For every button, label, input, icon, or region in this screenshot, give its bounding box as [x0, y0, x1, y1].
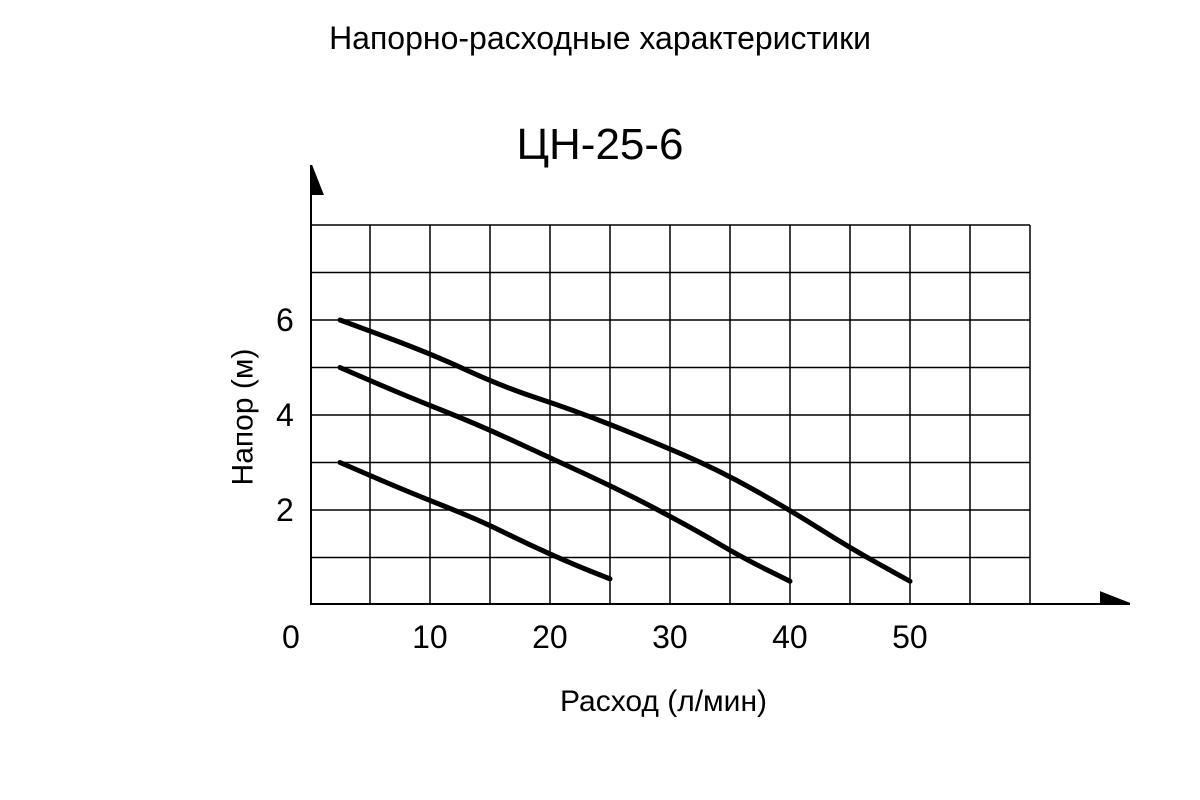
- x-tick-40: 40: [772, 619, 808, 656]
- chart-subtitle: ЦН-25-6: [0, 120, 1200, 170]
- y-tick-2: 2: [276, 492, 294, 529]
- y-axis-label: Напор (м): [226, 349, 260, 486]
- chart-container: Напорно-расходные характеристики ЦН-25-6…: [0, 0, 1200, 800]
- x-tick-50: 50: [892, 619, 928, 656]
- x-tick-0: 0: [282, 619, 300, 656]
- y-tick-6: 6: [276, 302, 294, 339]
- chart-title: Напорно-расходные характеристики: [0, 20, 1200, 57]
- curve-1: [340, 320, 910, 581]
- chart-svg: [310, 165, 1130, 605]
- x-axis-label: Расход (л/мин): [560, 685, 767, 719]
- x-tick-30: 30: [652, 619, 688, 656]
- curve-3: [340, 463, 610, 579]
- plot-area: [310, 165, 1130, 605]
- y-tick-4: 4: [276, 397, 294, 434]
- x-tick-10: 10: [412, 619, 448, 656]
- x-tick-20: 20: [532, 619, 568, 656]
